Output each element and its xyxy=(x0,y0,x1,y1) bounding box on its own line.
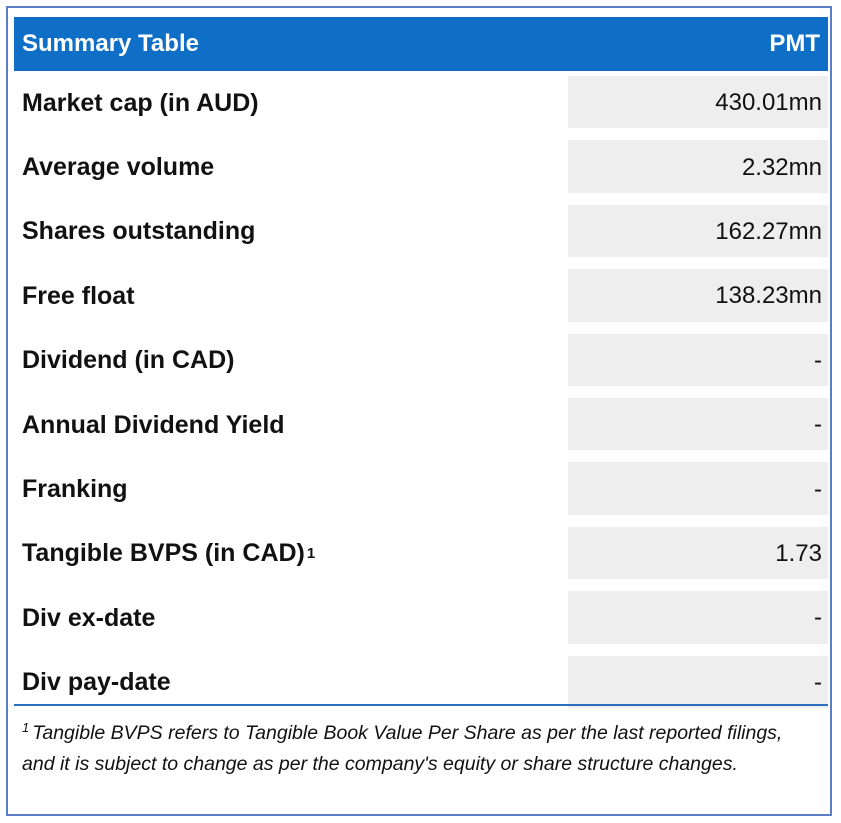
summary-rows: Market cap (in AUD) 430.01mn Average vol… xyxy=(14,71,828,715)
row-label: Shares outstanding xyxy=(22,217,256,246)
table-row: Tangible BVPS (in CAD) 1 1.73 xyxy=(14,522,828,586)
row-value: - xyxy=(568,457,828,521)
table-row: Annual Dividend Yield - xyxy=(14,393,828,457)
table-row: Div ex-date - xyxy=(14,586,828,650)
table-row: Franking - xyxy=(14,457,828,521)
footnote-divider xyxy=(14,704,828,706)
row-label: Dividend (in CAD) xyxy=(22,346,235,375)
row-value: 138.23mn xyxy=(568,264,828,328)
row-value: 2.32mn xyxy=(568,135,828,199)
table-row: Free float 138.23mn xyxy=(14,264,828,328)
row-label: Div ex-date xyxy=(22,603,156,632)
table-title: Summary Table xyxy=(22,30,199,57)
table-row: Dividend (in CAD) - xyxy=(14,329,828,393)
row-label: Franking xyxy=(22,475,128,504)
row-value: 430.01mn xyxy=(568,71,828,135)
row-value: 1.73 xyxy=(568,522,828,586)
row-value: 162.27mn xyxy=(568,200,828,264)
row-label: Annual Dividend Yield xyxy=(22,410,285,439)
row-label: Free float xyxy=(22,281,135,310)
table-row: Shares outstanding 162.27mn xyxy=(14,200,828,264)
table-row: Average volume 2.32mn xyxy=(14,135,828,199)
row-value: - xyxy=(568,393,828,457)
row-label: Market cap (in AUD) xyxy=(22,88,259,117)
row-value: - xyxy=(568,329,828,393)
row-value: - xyxy=(568,651,828,715)
row-label: Average volume xyxy=(22,153,215,182)
footnote-marker: 1 xyxy=(22,719,30,735)
row-value: - xyxy=(568,586,828,650)
table-row: Market cap (in AUD) 430.01mn xyxy=(14,71,828,135)
ticker-label: PMT xyxy=(769,30,820,57)
row-label: Div pay-date xyxy=(22,668,171,697)
footnote-text: Tangible BVPS refers to Tangible Book Va… xyxy=(22,722,783,775)
row-label: Tangible BVPS (in CAD) 1 xyxy=(22,539,316,568)
footnote: 1 Tangible BVPS refers to Tangible Book V… xyxy=(22,718,812,780)
table-header: Summary Table PMT xyxy=(14,17,828,71)
table-row: Div pay-date - xyxy=(14,651,828,715)
